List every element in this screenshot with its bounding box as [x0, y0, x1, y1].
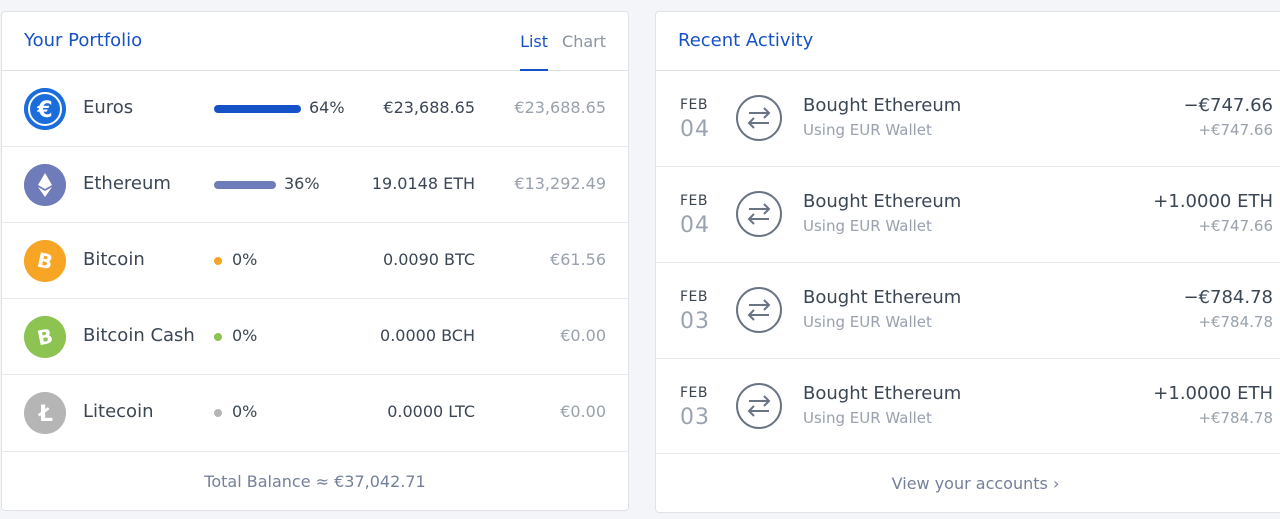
portfolio-title: Your Portfolio [24, 30, 143, 51]
asset-value: €61.56 [550, 250, 606, 269]
activity-title-text: Bought Ethereum [803, 383, 962, 404]
tab-chart[interactable]: Chart [562, 32, 606, 51]
activity-month: FEB [680, 97, 709, 113]
activity-day: 03 [680, 405, 710, 430]
asset-row-bitcoin[interactable]: B Bitcoin 0% 0.0090 BTC €61.56 [2, 223, 628, 299]
asset-amount: €23,688.65 [383, 98, 475, 117]
allocation-dot [214, 333, 222, 341]
activity-subtitle: Using EUR Wallet [803, 121, 932, 139]
asset-row-litecoin[interactable]: Ł Litecoin 0% 0.0000 LTC €0.00 [2, 375, 628, 451]
asset-row-bitcoin-cash[interactable]: B Bitcoin Cash 0% 0.0000 BCH €0.00 [2, 299, 628, 375]
asset-name: Euros [83, 97, 134, 118]
asset-amount: 19.0148 ETH [371, 174, 475, 193]
activity-amount: +1.0000 ETH [1153, 191, 1273, 212]
bitcoin-icon: B [24, 240, 66, 282]
allocation-percent: 0% [232, 402, 258, 421]
svg-text:€: € [36, 98, 52, 123]
activity-native-amount: +€747.66 [1198, 121, 1273, 139]
asset-name: Bitcoin [83, 249, 145, 270]
activity-amount: −€747.66 [1183, 95, 1273, 116]
asset-value: €0.00 [560, 326, 606, 345]
asset-name: Bitcoin Cash [83, 325, 195, 346]
allocation-bar [214, 181, 276, 189]
allocation-percent: 0% [232, 250, 258, 269]
activity-amount: +1.0000 ETH [1153, 383, 1273, 404]
portfolio-header: Your Portfolio List Chart [2, 12, 628, 71]
activity-day: 04 [680, 213, 710, 238]
asset-row-euros[interactable]: € Euros 64% €23,688.65 €23,688.65 [2, 71, 628, 147]
activity-native-amount: +€747.66 [1198, 217, 1273, 235]
view-accounts-link[interactable]: View your accounts › [891, 473, 1060, 493]
svg-text:B: B [35, 324, 55, 351]
allocation-bar [214, 105, 301, 113]
activity-header: Recent Activity [656, 12, 1280, 71]
activity-day: 04 [680, 117, 710, 142]
asset-name: Ethereum [83, 173, 171, 194]
allocation-percent: 64% [309, 98, 345, 117]
euro-icon: € [24, 88, 66, 130]
activity-item[interactable]: FEB 04 Bought Ethereum Using EUR Wallet … [656, 71, 1280, 167]
tab-list[interactable]: List [520, 32, 548, 71]
allocation-dot [214, 257, 222, 265]
activity-title-text: Bought Ethereum [803, 287, 962, 308]
activity-month: FEB [680, 385, 709, 401]
portfolio-card: Your Portfolio List Chart € Euros 64% €2… [1, 11, 629, 511]
asset-amount: 0.0000 LTC [387, 402, 475, 421]
activity-item[interactable]: FEB 03 Bought Ethereum Using EUR Wallet … [656, 263, 1280, 359]
activity-card: Recent Activity FEB 04 Bought Ethereum U… [655, 11, 1280, 513]
asset-amount: 0.0000 BCH [380, 326, 475, 345]
activity-day: 03 [680, 309, 710, 334]
allocation-dot [214, 409, 222, 417]
activity-amount: −€784.78 [1183, 287, 1273, 308]
activity-footer: View your accounts › [656, 453, 1280, 512]
activity-title-text: Bought Ethereum [803, 95, 962, 116]
asset-amount: 0.0090 BTC [382, 250, 475, 269]
asset-value: €23,688.65 [514, 98, 606, 117]
exchange-arrows-icon [736, 95, 782, 141]
activity-title: Recent Activity [678, 30, 814, 51]
activity-month: FEB [680, 289, 709, 305]
allocation-percent: 36% [284, 174, 320, 193]
activity-item[interactable]: FEB 04 Bought Ethereum Using EUR Wallet … [656, 167, 1280, 263]
activity-native-amount: +€784.78 [1198, 313, 1273, 331]
asset-row-ethereum[interactable]: Ethereum 36% 19.0148 ETH €13,292.49 [2, 147, 628, 223]
portfolio-footer: Total Balance ≈ €37,042.71 [2, 451, 628, 510]
asset-value: €13,292.49 [514, 174, 606, 193]
activity-month: FEB [680, 193, 709, 209]
exchange-arrows-icon [736, 287, 782, 333]
ethereum-icon [24, 164, 66, 206]
activity-item[interactable]: FEB 03 Bought Ethereum Using EUR Wallet … [656, 359, 1280, 455]
asset-name: Litecoin [83, 401, 154, 422]
allocation-percent: 0% [232, 326, 258, 345]
total-balance: Total Balance ≈ €37,042.71 [204, 471, 426, 491]
exchange-arrows-icon [736, 191, 782, 237]
svg-text:B: B [35, 248, 55, 275]
view-tabs: List Chart [520, 32, 606, 71]
bitcoin-cash-icon: B [24, 316, 66, 358]
asset-value: €0.00 [560, 402, 606, 421]
exchange-arrows-icon [736, 383, 782, 429]
activity-subtitle: Using EUR Wallet [803, 409, 932, 427]
svg-text:Ł: Ł [38, 402, 53, 427]
activity-native-amount: +€784.78 [1198, 409, 1273, 427]
activity-title-text: Bought Ethereum [803, 191, 962, 212]
litecoin-icon: Ł [24, 392, 66, 434]
activity-subtitle: Using EUR Wallet [803, 313, 932, 331]
activity-subtitle: Using EUR Wallet [803, 217, 932, 235]
